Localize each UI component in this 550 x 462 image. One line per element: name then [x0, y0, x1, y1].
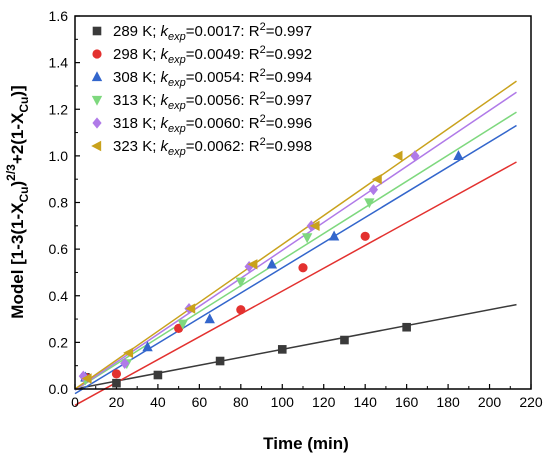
- data-point: [368, 184, 379, 196]
- data-point: [340, 335, 349, 345]
- legend-marker: [92, 26, 102, 36]
- fit-line: [74, 91, 517, 391]
- x-tick-label: 180: [436, 394, 460, 410]
- data-point: [153, 370, 163, 380]
- x-tick-label: 140: [354, 394, 378, 410]
- legend-entry: 308 K; kexp=0.0054: R2=0.994: [113, 67, 312, 89]
- data-point: [266, 258, 278, 269]
- y-tick-label: 0.4: [49, 288, 69, 304]
- data-point: [309, 220, 320, 232]
- data-point: [301, 233, 313, 244]
- data-point: [112, 378, 121, 388]
- data-markers: [78, 150, 464, 388]
- y-tick-label: 0.6: [49, 241, 69, 257]
- data-point: [204, 313, 215, 324]
- data-point: [177, 319, 188, 330]
- data-point: [81, 373, 92, 384]
- y-tick-label: 1.0: [49, 148, 69, 164]
- data-point: [142, 341, 153, 352]
- x-tick-label: 80: [233, 394, 249, 410]
- fit-line: [74, 161, 517, 406]
- x-tick-label: 20: [109, 394, 125, 410]
- x-tick-label: 60: [192, 394, 208, 410]
- data-point: [277, 345, 287, 354]
- legend-entry: 298 K; kexp=0.0049: R2=0.992: [113, 44, 312, 66]
- y-tick-label: 1.6: [49, 8, 69, 24]
- x-axis-title: Time (min): [263, 434, 349, 453]
- legend-entry: 313 K; kexp=0.0056: R2=0.997: [113, 90, 312, 112]
- data-point: [123, 347, 134, 359]
- x-tick-label: 40: [150, 394, 166, 410]
- x-tick-label: 100: [271, 394, 295, 410]
- legend-entry: 289 K; kexp=0.0017: R2=0.997: [113, 21, 312, 43]
- plot-frame: [74, 15, 532, 390]
- data-point: [364, 198, 375, 209]
- data-point: [298, 263, 308, 273]
- y-tick-label: 0.0: [49, 381, 69, 397]
- legend-marker: [91, 95, 103, 106]
- legend-marker: [92, 49, 102, 59]
- data-point: [78, 370, 88, 382]
- fit-line: [74, 124, 517, 395]
- legend-entry: 318 K; kexp=0.0060: R2=0.996: [113, 113, 312, 135]
- data-point: [360, 231, 370, 241]
- x-tick-label: 0: [71, 394, 79, 410]
- data-point: [235, 277, 247, 288]
- data-point: [453, 150, 464, 161]
- x-tick-label: 160: [395, 394, 419, 410]
- x-tick-label: 200: [478, 394, 502, 410]
- legend-marker: [91, 71, 103, 82]
- data-point: [236, 305, 246, 315]
- y-tick-label: 0.8: [49, 195, 69, 211]
- legend-marker: [92, 117, 102, 129]
- data-point: [247, 259, 258, 270]
- x-tick-label: 220: [519, 394, 543, 410]
- data-point: [174, 323, 184, 333]
- data-point: [185, 303, 196, 314]
- data-point: [328, 230, 340, 241]
- data-point: [371, 173, 382, 185]
- data-point: [215, 356, 225, 366]
- data-point: [120, 357, 130, 369]
- data-point: [392, 150, 403, 162]
- fit-line: [74, 303, 517, 390]
- data-point: [402, 322, 411, 332]
- tick-labels: 0 20 40 60 80 100 120 140 160 180 200 220 0.0 0.2 0.4 0…: [49, 8, 543, 410]
- legend-entry: 323 K; kexp=0.0062: R2=0.998: [113, 136, 312, 158]
- data-point: [111, 369, 122, 379]
- y-tick-label: 1.2: [49, 101, 69, 117]
- y-tick-label: 1.4: [49, 55, 69, 71]
- y-tick-label: 0.2: [49, 334, 69, 350]
- x-tick-label: 120: [312, 394, 336, 410]
- legend-marker: [91, 140, 102, 152]
- y-axis-title: Model [1-3(1-XCu)2/3+2(1-XCu)]: [4, 85, 31, 318]
- data-point: [410, 150, 420, 162]
- fit-line: [74, 80, 517, 390]
